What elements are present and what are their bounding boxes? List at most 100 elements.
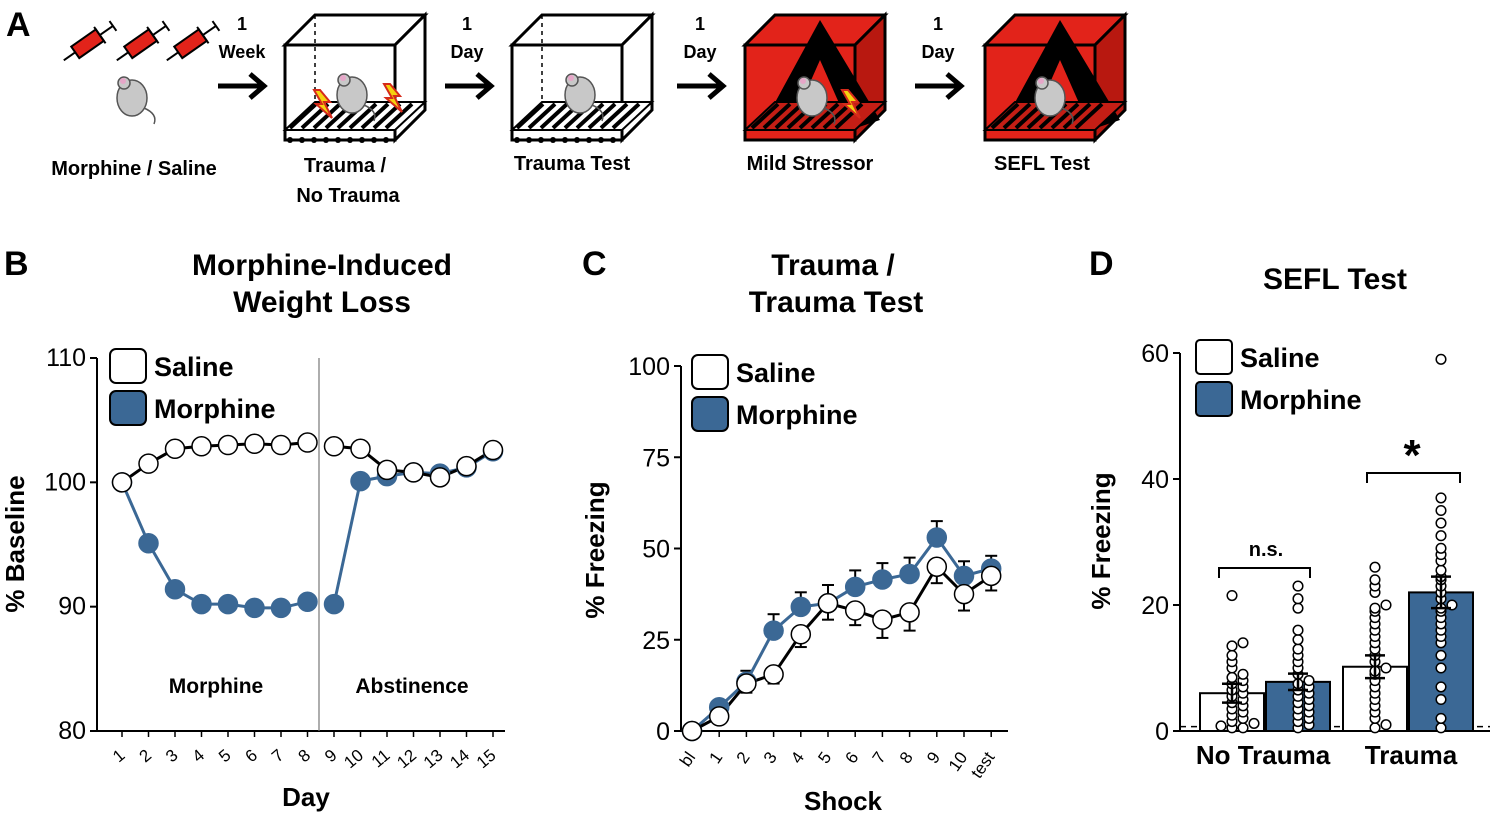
syringes-icon — [63, 20, 221, 62]
y-tick-label: 110 — [46, 344, 86, 372]
x-tick-label: 12 — [393, 746, 420, 773]
y-tick-label: 0 — [1155, 718, 1169, 746]
data-point — [1369, 561, 1381, 573]
x-tick-label: 6 — [841, 748, 862, 767]
x-tick-label: 7 — [268, 746, 287, 767]
morphine-point — [844, 576, 866, 598]
saline-point — [111, 472, 133, 493]
interval-num-3: 1 — [695, 14, 705, 34]
data-point — [1292, 634, 1304, 646]
panel-letter-a: A — [6, 6, 31, 44]
y-tick-label: 100 — [44, 468, 86, 496]
data-point — [1380, 719, 1392, 731]
x-tick-label: 14 — [446, 746, 473, 773]
data-point — [1226, 590, 1238, 602]
morphine-point — [953, 565, 975, 587]
data-point — [1292, 624, 1304, 636]
data-point — [1435, 492, 1447, 504]
data-point — [1435, 712, 1447, 724]
chart-d-plot: 0 20 40 60 % Freezing n.s. * No Trauma Trauma Sal… — [1086, 339, 1490, 770]
red-test-box-icon — [981, 11, 1129, 144]
saline-point — [244, 433, 265, 455]
panel-letter-d: D — [1089, 245, 1114, 283]
saline-point — [681, 720, 703, 742]
y-tick-label: 90 — [58, 593, 86, 621]
y-tick-label: 40 — [1141, 466, 1169, 494]
x-tick-label: bl — [676, 748, 699, 770]
y-tick-label: 50 — [642, 536, 670, 564]
saline-point — [953, 583, 975, 605]
y-tick-label: 60 — [1141, 340, 1169, 368]
legend-swatch-morphine — [109, 390, 147, 426]
interval-num-4: 1 — [933, 14, 943, 34]
morphine-point — [763, 620, 784, 641]
arrow-icon — [677, 72, 727, 100]
morphine-point — [138, 533, 159, 554]
stage-label-trauma-2: No Trauma — [296, 185, 400, 207]
phase-label-abstinence: Abstinence — [355, 675, 468, 698]
chart-b-title-line1: Morphine-Induced — [192, 249, 452, 282]
panel-letter-c: C — [582, 245, 607, 283]
stage-label-trauma-1: Trauma / — [304, 155, 387, 177]
x-tick-label: 1 — [705, 748, 726, 767]
chart-b-title-line2: Weight Loss — [233, 286, 411, 319]
morphine-point — [270, 597, 292, 619]
data-point — [1435, 504, 1447, 517]
legend-swatch-saline — [691, 354, 729, 390]
data-point — [1435, 542, 1447, 554]
data-point — [1435, 564, 1447, 576]
legend-swatch-morphine — [691, 396, 729, 432]
y-tick-label: 75 — [642, 444, 670, 472]
data-point — [1215, 720, 1227, 732]
saline-point — [817, 593, 839, 614]
arrow-icon — [218, 72, 268, 100]
y-tick-label: 100 — [628, 353, 670, 381]
x-category-label: No Trauma — [1196, 740, 1331, 770]
y-tick-label: 25 — [642, 627, 670, 655]
interval-unit-1: Week — [219, 42, 267, 62]
data-point — [1435, 517, 1447, 529]
ns-label: n.s. — [1249, 539, 1283, 561]
y-axis-title: % Baseline — [0, 475, 30, 612]
morphine-point — [926, 527, 948, 548]
data-point — [1237, 722, 1249, 734]
saline-point — [350, 438, 371, 460]
data-point — [1369, 722, 1381, 734]
y-axis-title: % Freezing — [1086, 472, 1116, 609]
x-tick-label: 2 — [733, 748, 754, 767]
data-point — [1369, 602, 1381, 614]
legend-label-saline: Saline — [736, 358, 816, 388]
x-tick-label: 13 — [420, 746, 447, 773]
x-tick-label: 6 — [242, 746, 261, 767]
chart-c-title-line2: Trauma Test — [749, 286, 924, 319]
data-point — [1435, 693, 1447, 706]
saline-point — [138, 453, 159, 474]
legend-swatch-saline — [109, 348, 147, 384]
morphine-point — [297, 591, 318, 612]
interval-unit-3: Day — [683, 42, 716, 62]
saline-point — [482, 439, 504, 461]
data-point — [1226, 649, 1238, 661]
x-tick-label: 3 — [760, 748, 781, 767]
legend-label-saline: Saline — [154, 352, 234, 382]
data-point — [1435, 353, 1447, 365]
saline-point — [790, 624, 812, 645]
data-point — [1380, 662, 1392, 674]
interval-num-1: 1 — [237, 14, 247, 34]
saline-point — [708, 706, 730, 727]
saline-point — [456, 455, 477, 477]
x-category-label: Trauma — [1365, 740, 1458, 770]
data-point — [1435, 681, 1447, 693]
saline-point — [270, 434, 292, 456]
red-shock-box-icon — [741, 11, 889, 144]
saline-point — [844, 600, 866, 621]
x-tick-label: 4 — [189, 746, 208, 767]
data-point — [1292, 580, 1304, 592]
saline-point — [980, 565, 1002, 587]
x-axis-title: Day — [282, 782, 330, 812]
saline-point — [763, 664, 784, 685]
legend-label-morphine: Morphine — [1240, 385, 1362, 415]
morphine-point — [164, 579, 186, 600]
